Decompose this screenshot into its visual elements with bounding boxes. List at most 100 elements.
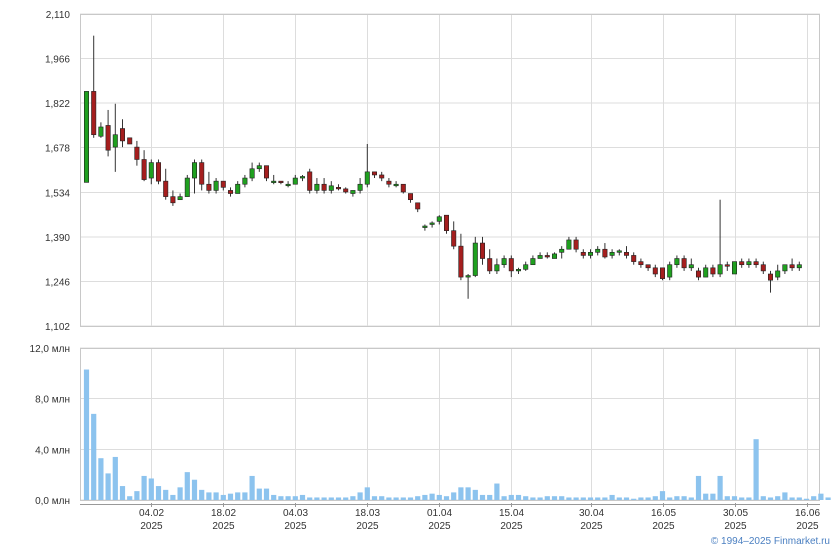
candle: [573, 236, 579, 253]
x-axis-year-label: 2025: [796, 521, 819, 532]
volume-bar: [314, 497, 320, 500]
candle: [465, 274, 471, 299]
candle: [609, 249, 615, 259]
candle: [472, 236, 478, 278]
candle-body-up: [667, 264, 673, 278]
candle: [760, 261, 766, 274]
candle-body-up: [393, 183, 399, 187]
volume-bar: [587, 497, 594, 500]
candle: [796, 261, 802, 271]
candle-body-down: [544, 255, 550, 258]
volume-bar: [739, 497, 745, 500]
candle: [544, 252, 550, 259]
volume-bar: [299, 494, 306, 500]
candle: [479, 236, 485, 265]
candle: [400, 183, 406, 194]
x-axis-date-label: 01.04: [427, 508, 452, 519]
volume-bar: [364, 487, 370, 500]
volume-bar: [645, 497, 651, 500]
volume-bar: [681, 496, 687, 500]
candle-body-up: [587, 252, 593, 256]
volume-bar: [91, 413, 97, 500]
candle: [328, 181, 334, 194]
volume-bar: [451, 492, 457, 500]
candle-body-up: [148, 162, 154, 179]
candle: [580, 249, 586, 259]
candle-body-up: [242, 177, 248, 185]
candle-body-down: [724, 264, 730, 267]
volume-bar: [515, 494, 522, 500]
candle: [256, 162, 262, 172]
candle: [343, 187, 349, 194]
candle-body-up: [566, 239, 572, 250]
volume-bar: [155, 486, 162, 500]
candle-body-down: [278, 180, 284, 183]
volume-bar: [206, 492, 212, 500]
candle: [206, 171, 212, 194]
candle: [105, 109, 111, 157]
volume-bar: [717, 475, 723, 500]
copyright-link[interactable]: © 1994–2025 Finmarket.ru: [710, 536, 830, 547]
candle: [587, 249, 593, 259]
candle: [739, 258, 745, 268]
volume-bar: [818, 493, 824, 500]
price-axis-tick-label: 1,390: [45, 233, 70, 244]
candle: [623, 246, 629, 259]
volume-bar: [371, 496, 378, 500]
volume-bar: [199, 489, 205, 500]
x-axis-date-label: 16.06: [795, 508, 820, 519]
volume-bar: [256, 488, 262, 500]
candle-body-up: [559, 248, 565, 253]
candle-body-down: [659, 267, 665, 279]
candle: [415, 202, 421, 213]
volume-bar: [263, 488, 270, 500]
volume-bar: [767, 497, 774, 500]
candle: [220, 180, 226, 191]
volume-bar: [508, 494, 514, 500]
volume-bar: [127, 496, 133, 500]
candle-body-up: [271, 180, 277, 183]
volume-bar: [328, 497, 334, 500]
candle: [537, 252, 543, 259]
price-axis-tick-label: 1,678: [45, 144, 70, 155]
candle-body-down: [105, 125, 111, 151]
volume-bar: [436, 494, 442, 500]
candle: [767, 270, 773, 293]
candle: [681, 255, 687, 271]
candle-body-down: [739, 261, 745, 266]
price-axis-tick-label: 1,102: [45, 322, 70, 333]
volume-bar: [703, 493, 709, 500]
volume-bar: [652, 496, 658, 500]
candle-body-down: [343, 188, 349, 193]
x-axis-date-label: 04.02: [139, 508, 164, 519]
volume-bar: [191, 479, 198, 500]
candle: [364, 144, 370, 188]
candle: [170, 190, 176, 206]
volume-bar: [278, 496, 284, 500]
volume-axis-tick-label: 8,0 млн: [35, 395, 70, 406]
candle-body-up: [703, 267, 709, 278]
candle-body-down: [580, 252, 586, 256]
candle: [192, 159, 198, 194]
candle-body-down: [695, 270, 701, 278]
candle: [357, 178, 363, 194]
volume-bar: [271, 494, 277, 500]
candle-body-up: [537, 255, 543, 259]
candle-body-up: [501, 258, 507, 266]
candle-body-down: [127, 137, 133, 145]
volume-bar: [796, 497, 802, 500]
volume-bar: [177, 487, 183, 500]
candle-body-up: [429, 222, 435, 225]
candle-body-down: [307, 171, 313, 191]
volume-bar: [623, 497, 630, 500]
candle-body-up: [249, 168, 255, 179]
candle-body-down: [228, 190, 234, 194]
candle: [746, 258, 752, 268]
volume-bar: [803, 498, 810, 500]
candle: [530, 255, 536, 266]
candle: [271, 174, 277, 185]
candle-body-up: [731, 261, 737, 275]
candle-body-down: [767, 273, 773, 281]
candle: [249, 162, 255, 182]
x-axis-year-label: 2025: [212, 521, 235, 532]
